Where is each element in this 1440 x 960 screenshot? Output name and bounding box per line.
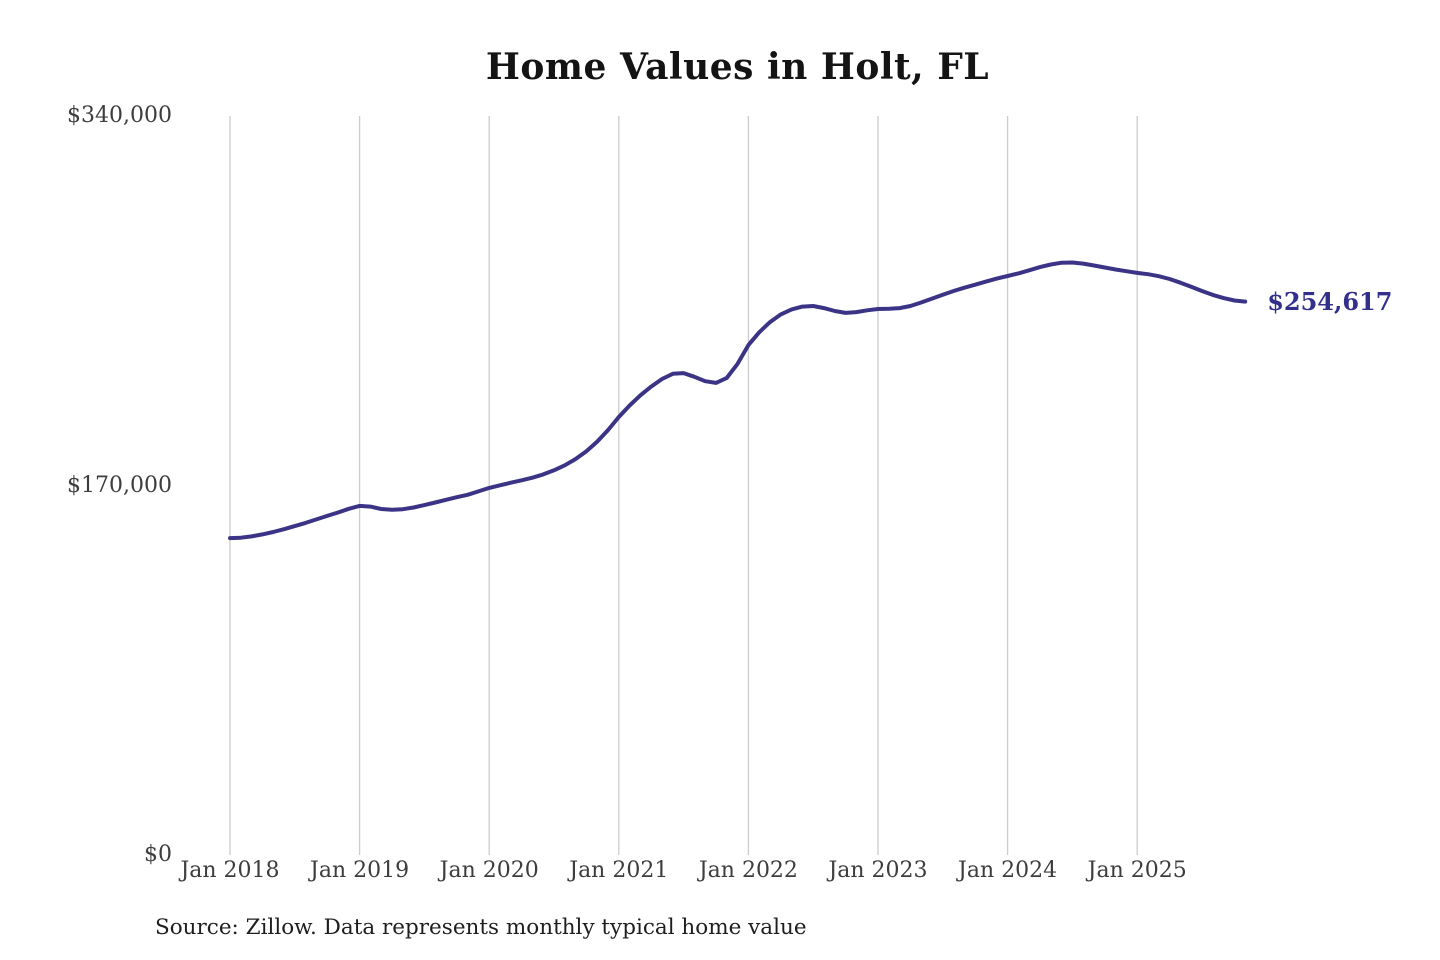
y-tick-label: $0 (144, 842, 172, 867)
y-tick-label: $340,000 (67, 103, 172, 128)
latest-value-label: $254,617 (1267, 286, 1393, 316)
x-tick-label: Jan 2022 (698, 858, 798, 883)
x-tick-label: Jan 2018 (180, 858, 280, 883)
chart-title: Home Values in Holt, FL (485, 46, 990, 88)
y-tick-label: $170,000 (67, 472, 172, 498)
x-tick-label: Jan 2019 (310, 858, 410, 883)
gridlines (229, 116, 1138, 855)
home-value-line-series (228, 260, 1248, 541)
x-tick-label: Jan 2025 (1087, 858, 1187, 883)
x-tick-label: Jan 2023 (828, 858, 928, 883)
home-value-line (228, 260, 1248, 541)
x-tick-label: Jan 2020 (439, 858, 539, 883)
source-note: Source: Zillow. Data represents monthly … (155, 915, 807, 940)
x-tick-label: Jan 2024 (958, 858, 1058, 883)
x-tick-label: Jan 2021 (569, 858, 669, 883)
